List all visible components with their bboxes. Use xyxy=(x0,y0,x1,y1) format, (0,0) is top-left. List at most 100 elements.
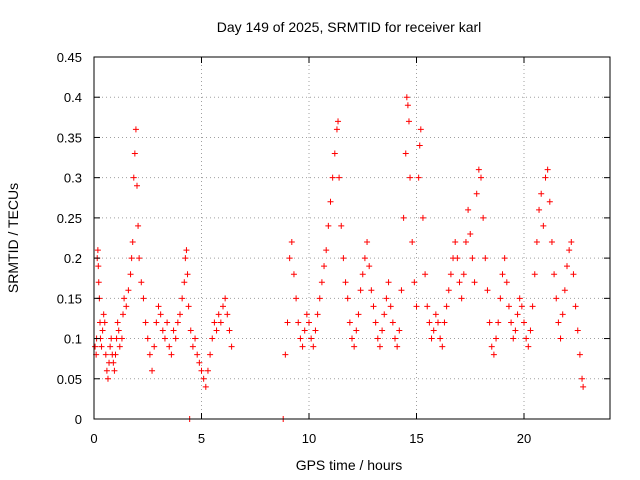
data-point xyxy=(407,174,414,181)
data-point xyxy=(538,190,545,197)
y-tick-label: 0.15 xyxy=(57,291,82,306)
data-point xyxy=(394,343,401,350)
data-point xyxy=(441,319,448,326)
data-point xyxy=(544,166,551,173)
data-point xyxy=(112,351,119,358)
x-axis-label: GPS time / hours xyxy=(296,457,403,473)
data-point xyxy=(123,303,130,310)
y-tick-label: 0.3 xyxy=(64,171,82,186)
data-point xyxy=(185,303,192,310)
data-point xyxy=(389,319,396,326)
data-point xyxy=(194,351,201,358)
data-point xyxy=(403,94,410,101)
data-point xyxy=(460,271,467,278)
x-tick-label: 20 xyxy=(517,431,531,446)
y-tick-label: 0.45 xyxy=(57,50,82,65)
data-point xyxy=(510,335,517,342)
data-point xyxy=(331,150,338,157)
data-point xyxy=(338,222,345,229)
data-point xyxy=(107,343,114,350)
data-point xyxy=(342,279,349,286)
data-point xyxy=(370,303,377,310)
data-point xyxy=(576,351,583,358)
data-point xyxy=(94,247,101,254)
data-point xyxy=(135,222,142,229)
data-point xyxy=(478,174,484,181)
data-point xyxy=(207,351,214,358)
data-point xyxy=(364,239,371,246)
data-point xyxy=(540,222,547,229)
data-point xyxy=(424,303,431,310)
y-tick-label: 0.1 xyxy=(64,332,82,347)
data-point xyxy=(215,311,222,318)
data-point xyxy=(346,319,353,326)
data-point xyxy=(396,327,403,334)
data-point xyxy=(288,239,295,246)
data-point xyxy=(505,303,512,310)
data-point xyxy=(318,279,325,286)
data-point xyxy=(111,367,118,374)
data-point xyxy=(344,295,351,302)
data-point xyxy=(132,126,139,133)
data-point xyxy=(458,295,465,302)
data-point xyxy=(226,327,233,334)
data-point xyxy=(125,287,132,294)
data-point xyxy=(379,327,386,334)
y-axis-label: SRMTID / TECUs xyxy=(5,183,21,293)
data-point xyxy=(432,311,439,318)
data-point xyxy=(564,263,570,270)
data-point xyxy=(411,279,418,286)
data-point xyxy=(159,327,166,334)
data-point xyxy=(495,319,502,326)
data-point xyxy=(325,222,332,229)
data-point xyxy=(557,335,564,342)
data-point xyxy=(116,343,123,350)
data-point xyxy=(321,263,328,270)
data-point xyxy=(413,303,420,310)
data-point xyxy=(282,351,289,358)
data-point xyxy=(366,263,373,270)
data-point xyxy=(462,239,469,246)
data-point xyxy=(181,279,188,286)
data-point xyxy=(503,279,510,286)
data-point xyxy=(387,303,394,310)
data-point xyxy=(469,255,476,262)
data-point xyxy=(128,255,135,262)
data-point xyxy=(310,343,317,350)
data-point xyxy=(333,126,340,133)
data-point xyxy=(211,319,218,326)
data-point xyxy=(131,150,138,157)
y-tick-label: 0 xyxy=(75,412,82,427)
data-point xyxy=(381,311,388,318)
data-point xyxy=(95,263,102,270)
data-point xyxy=(531,271,538,278)
data-point xyxy=(136,255,143,262)
data-point xyxy=(437,335,444,342)
data-point xyxy=(574,327,581,334)
data-point xyxy=(308,335,315,342)
data-point xyxy=(523,335,530,342)
data-point xyxy=(140,295,147,302)
data-point xyxy=(561,287,568,294)
data-point xyxy=(525,343,532,350)
data-point xyxy=(130,174,137,181)
data-point xyxy=(536,206,543,213)
data-point xyxy=(153,319,160,326)
data-point xyxy=(329,174,336,181)
data-point xyxy=(184,271,191,278)
data-point xyxy=(349,335,355,342)
data-point xyxy=(303,311,310,318)
data-point xyxy=(482,255,489,262)
data-point xyxy=(121,295,128,302)
data-point xyxy=(518,303,525,310)
data-point xyxy=(353,327,360,334)
data-point xyxy=(392,335,398,342)
data-point xyxy=(475,166,482,173)
data-point xyxy=(480,214,487,221)
data-point xyxy=(198,367,205,374)
chart-title: Day 149 of 2025, SRMTID for receiver kar… xyxy=(217,19,482,35)
data-point xyxy=(95,279,102,286)
data-point xyxy=(404,102,411,109)
data-point xyxy=(490,351,497,358)
